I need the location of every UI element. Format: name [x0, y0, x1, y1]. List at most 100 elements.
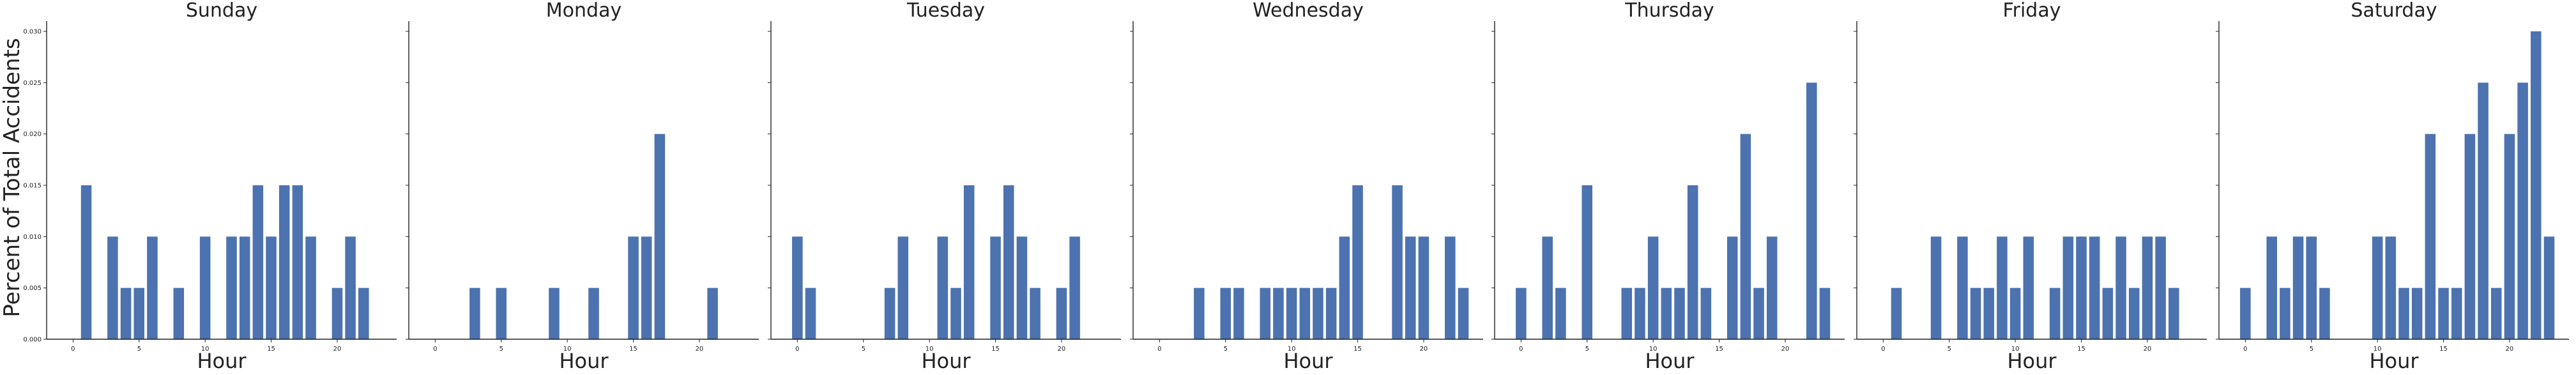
- x-tick-label-saturday: 0: [2243, 346, 2247, 353]
- bar-friday-hour-21: [2155, 236, 2166, 339]
- x-tick-label-wednesday: 15: [1353, 346, 1362, 353]
- x-tick-label-tuesday: 20: [1058, 346, 1066, 353]
- bar-friday-hour-9: [1997, 236, 2008, 339]
- bar-thursday-hour-23: [1819, 287, 1831, 339]
- x-tick-label-tuesday: 15: [991, 346, 1000, 353]
- panel-title-monday: Monday: [546, 0, 621, 22]
- panel-wednesday: Wednesday 0 5 10 15 20 Hour: [1130, 0, 1483, 373]
- x-tick-label-wednesday: 5: [1224, 346, 1228, 353]
- bar-tuesday-hour-13: [963, 185, 975, 339]
- x-tick-label-saturday: 5: [2310, 346, 2313, 353]
- bar-thursday-hour-11: [1661, 287, 1672, 339]
- bar-monday-hour-12: [588, 287, 599, 339]
- bar-saturday-hour-16: [2451, 287, 2462, 339]
- bar-saturday-hour-13: [2411, 287, 2423, 339]
- x-tick-label-saturday: 20: [2506, 346, 2514, 353]
- bar-saturday-hour-0: [2240, 287, 2251, 339]
- bar-thursday-hour-0: [1516, 287, 1527, 339]
- bar-friday-hour-15: [2076, 236, 2087, 339]
- y-tick-label: 0.025: [23, 80, 42, 87]
- bar-friday-hour-14: [2062, 236, 2074, 339]
- bar-wednesday-hour-11: [1299, 287, 1311, 339]
- x-tick-label-tuesday: 0: [795, 346, 799, 353]
- x-tick-label-sunday: 10: [201, 346, 210, 353]
- bar-thursday-hour-17: [1740, 134, 1751, 339]
- x-tick-label-thursday: 15: [1715, 346, 1723, 353]
- x-tick-label-sunday: 15: [267, 346, 275, 353]
- panel-title-friday: Friday: [2003, 0, 2061, 22]
- bar-sunday-hour-14: [252, 185, 264, 339]
- x-tick-label-sunday: 0: [71, 346, 75, 353]
- bar-wednesday-hour-12: [1313, 287, 1323, 339]
- bar-sunday-hour-15: [266, 236, 277, 339]
- x-axis-label-sunday: Hour: [197, 349, 247, 373]
- bar-thursday-hour-10: [1647, 236, 1659, 339]
- x-tick-label-friday: 15: [2077, 346, 2085, 353]
- bar-saturday-hour-12: [2398, 287, 2409, 339]
- bar-wednesday-hour-22: [1445, 236, 1456, 339]
- y-tick-label: 0.005: [23, 285, 42, 292]
- x-tick-label-friday: 10: [2011, 346, 2020, 353]
- bar-thursday-hour-13: [1687, 185, 1698, 339]
- bar-tuesday-hour-8: [897, 236, 909, 339]
- bar-saturday-hour-17: [2464, 134, 2476, 339]
- x-tick-label-monday: 20: [696, 346, 704, 353]
- bar-thursday-hour-22: [1806, 82, 1817, 339]
- bar-tuesday-hour-11: [937, 236, 949, 339]
- bar-thursday-hour-19: [1766, 236, 1778, 339]
- bar-sunday-hour-10: [199, 236, 211, 339]
- x-tick-label-wednesday: 10: [1288, 346, 1296, 353]
- bar-saturday-hour-15: [2438, 287, 2449, 339]
- x-tick-label-monday: 15: [629, 346, 637, 353]
- bar-sunday-hour-3: [107, 236, 118, 339]
- panel-friday: Friday 0 5 10 15 20 Hour: [1854, 0, 2207, 373]
- bar-wednesday-hour-19: [1405, 236, 1416, 339]
- bar-wednesday-hour-5: [1220, 287, 1231, 339]
- bar-saturday-hour-6: [2319, 287, 2330, 339]
- bar-saturday-hour-18: [2478, 82, 2488, 339]
- bar-saturday-hour-2: [2266, 236, 2277, 339]
- bar-thursday-hour-9: [1635, 287, 1645, 339]
- bar-sunday-hour-5: [133, 287, 145, 339]
- panel-saturday: Saturday 0 5 10 15 20 Hour: [2216, 0, 2569, 373]
- bar-tuesday-hour-1: [805, 287, 816, 339]
- bar-wednesday-hour-14: [1339, 236, 1350, 339]
- bar-sunday-hour-1: [80, 185, 92, 339]
- bar-friday-hour-10: [2009, 287, 2021, 339]
- bar-saturday-hour-23: [2543, 236, 2555, 339]
- bar-tuesday-hour-18: [1030, 287, 1040, 339]
- bar-tuesday-hour-21: [1069, 236, 1080, 339]
- x-axis-label-wednesday: Hour: [1283, 349, 1333, 373]
- bar-friday-hour-4: [1930, 236, 1942, 339]
- x-tick-label-tuesday: 10: [926, 346, 934, 353]
- panel-title-thursday: Thursday: [1624, 0, 1714, 22]
- x-tick-label-friday: 0: [1881, 346, 1885, 353]
- x-tick-label-tuesday: 5: [862, 346, 865, 353]
- bar-sunday-hour-20: [332, 287, 343, 339]
- x-tick-label-friday: 5: [1947, 346, 1951, 353]
- panels: Sunday 0.000 0.005 0.010 0.015 0.020 0.025 0.03…: [23, 0, 2569, 373]
- bar-wednesday-hour-13: [1325, 287, 1337, 339]
- bar-monday-hour-17: [654, 134, 666, 339]
- bar-thursday-hour-5: [1581, 185, 1593, 339]
- bar-saturday-hour-3: [2280, 287, 2290, 339]
- bar-saturday-hour-4: [2292, 236, 2304, 339]
- bar-saturday-hour-22: [2531, 31, 2542, 340]
- bar-saturday-hour-11: [2385, 236, 2397, 339]
- x-tick-label-wednesday: 20: [1420, 346, 1428, 353]
- x-axis-label-tuesday: Hour: [921, 349, 971, 373]
- bar-friday-hour-7: [1970, 287, 1981, 339]
- x-tick-label-thursday: 0: [1519, 346, 1523, 353]
- x-tick-label-friday: 20: [2144, 346, 2152, 353]
- bar-wednesday-hour-20: [1418, 236, 1429, 339]
- bar-saturday-hour-14: [2425, 134, 2436, 339]
- bar-tuesday-hour-0: [792, 236, 803, 339]
- bar-tuesday-hour-12: [950, 287, 961, 339]
- bar-friday-hour-6: [1957, 236, 1968, 339]
- x-axis-label-saturday: Hour: [2369, 349, 2419, 373]
- bar-saturday-hour-10: [2372, 236, 2383, 339]
- bar-sunday-hour-18: [305, 236, 316, 339]
- x-tick-label-wednesday: 0: [1157, 346, 1161, 353]
- bar-friday-hour-13: [2049, 287, 2061, 339]
